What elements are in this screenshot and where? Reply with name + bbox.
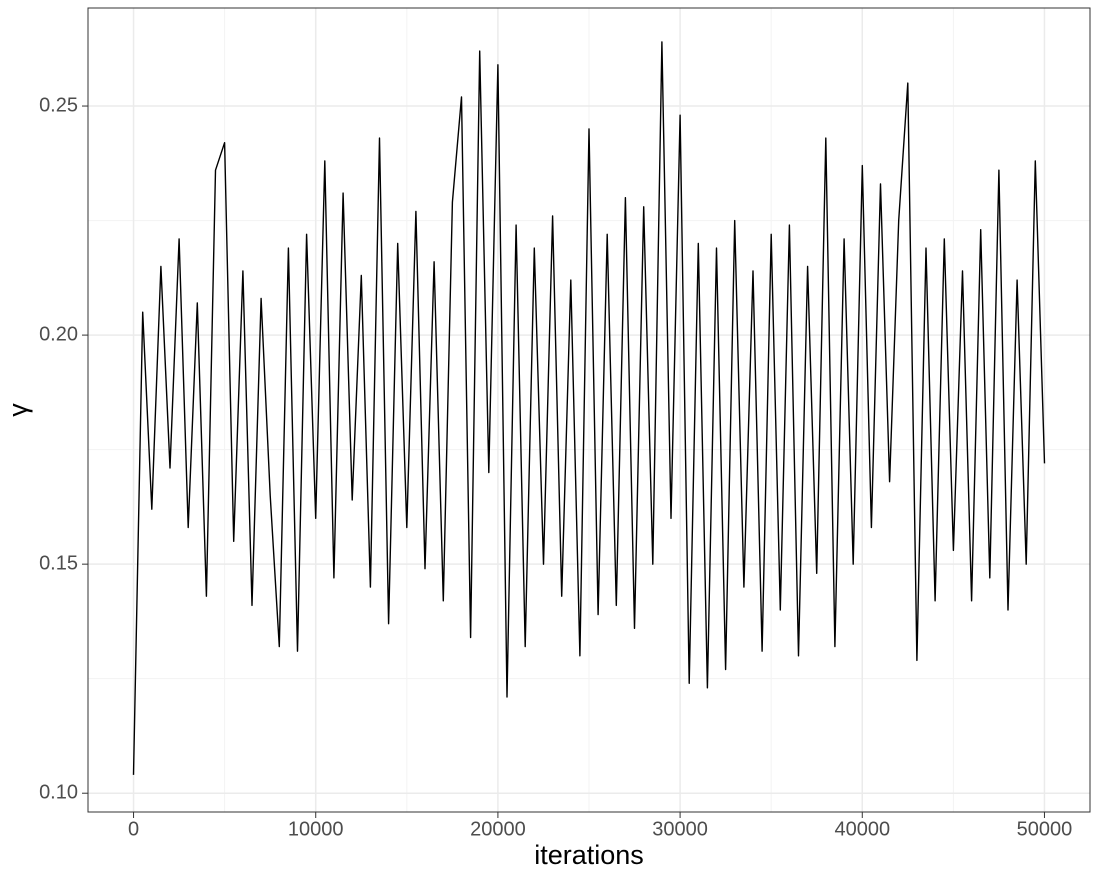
- trace-line: [132, 41, 1046, 775]
- y-tick-label: 0.25: [39, 94, 78, 116]
- x-tick-label: 40000: [834, 818, 890, 840]
- x-tick-label: 30000: [652, 818, 708, 840]
- y-tick-label: 0.10: [39, 781, 78, 803]
- y-axis-title: γ: [3, 403, 33, 417]
- panel-border: [87, 7, 1091, 813]
- x-tick-label: 50000: [1017, 818, 1073, 840]
- y-tick-label: 0.20: [39, 323, 78, 345]
- x-tick-label: 0: [128, 818, 139, 840]
- x-tick-label: 20000: [470, 818, 526, 840]
- x-axis-title: iterations: [534, 840, 644, 870]
- y-tick-label: 0.15: [39, 552, 78, 574]
- x-tick-label: 10000: [288, 818, 344, 840]
